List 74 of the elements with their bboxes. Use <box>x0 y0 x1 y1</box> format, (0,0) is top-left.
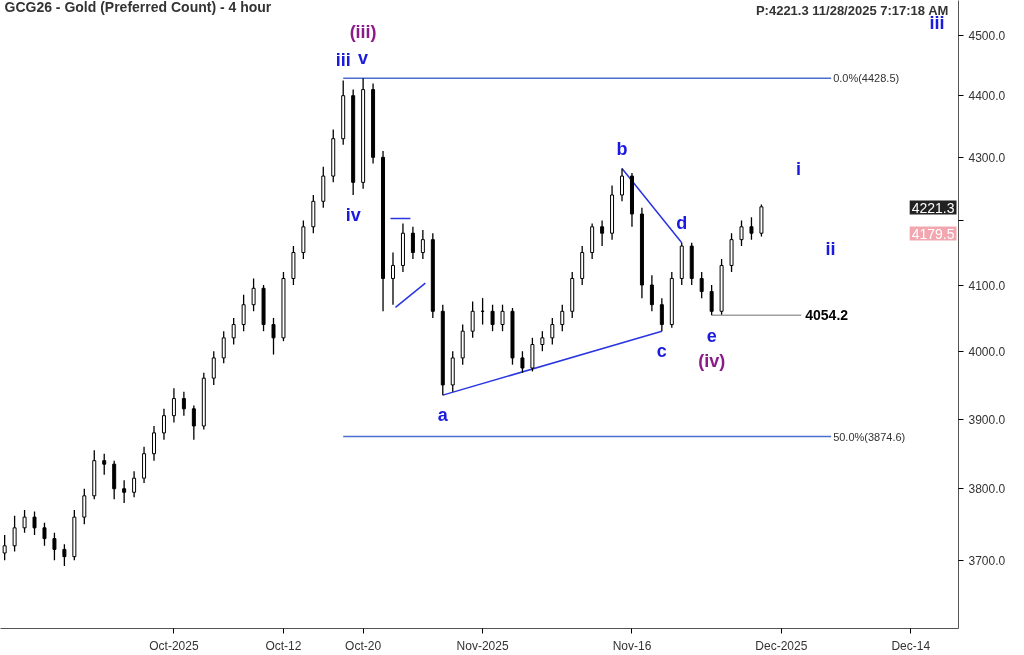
candlestick <box>271 317 276 356</box>
y-tick-label: 4100.0 <box>968 278 1006 293</box>
candlestick <box>490 304 495 332</box>
x-tick-label: Dec-2025 <box>755 638 808 653</box>
annotation: e <box>706 325 717 346</box>
candlestick <box>211 350 216 386</box>
annotation: 4179.5 <box>911 225 955 242</box>
candlestick <box>600 219 605 247</box>
candlestick <box>12 515 17 553</box>
candlestick <box>122 479 127 504</box>
candlestick <box>22 509 27 534</box>
annotation: iv <box>345 204 361 225</box>
candlestick <box>221 330 226 364</box>
candlestick <box>251 277 256 312</box>
candlestick <box>749 216 754 241</box>
candlestick <box>500 304 505 332</box>
x-tick-label: Nov-16 <box>612 638 652 653</box>
y-tick-label: 4300.0 <box>968 150 1006 165</box>
candlestick <box>42 522 47 547</box>
candlestick <box>191 404 196 441</box>
annotation: 4054.2 <box>805 307 849 324</box>
candlestick <box>410 226 415 260</box>
candlestick <box>102 453 107 476</box>
chart-title: GCG26 - Gold (Preferred Count) - 4 hour <box>4 0 272 15</box>
annotation: (iii) <box>349 22 377 43</box>
candlestick <box>540 330 545 352</box>
candlestick <box>62 543 67 567</box>
annotation: 4221.3 <box>911 199 955 216</box>
candlestick <box>171 387 176 424</box>
candlestick <box>530 337 535 373</box>
annotation: c <box>656 341 667 362</box>
candlestick <box>659 297 664 332</box>
candlestick <box>181 391 186 417</box>
candlestick <box>52 532 57 561</box>
candlestick <box>82 488 87 525</box>
x-tick-label: Oct-12 <box>265 638 302 653</box>
candlestick <box>152 425 157 462</box>
x-tick-label: Nov-2025 <box>456 638 509 653</box>
annotation: v <box>358 48 369 69</box>
candlestick <box>420 229 425 260</box>
candlestick <box>241 294 246 332</box>
y-tick-label: 4500.0 <box>968 28 1006 43</box>
candlestick <box>520 350 525 374</box>
annotation: d <box>676 212 688 233</box>
candlestick <box>550 317 555 346</box>
annotation: 50.0%(3874.6) <box>833 430 906 443</box>
candlestick <box>32 510 37 536</box>
y-tick-label: 3800.0 <box>968 482 1006 497</box>
y-tick-label: 3700.0 <box>968 553 1006 568</box>
candlestick <box>699 271 704 299</box>
x-tick-label: Oct-2025 <box>149 638 199 653</box>
candlestick <box>132 470 137 498</box>
annotation: iii <box>335 50 351 71</box>
annotation: a <box>437 405 449 426</box>
candlestick <box>470 300 475 339</box>
x-tick-label: Oct-20 <box>345 638 382 653</box>
annotation: b <box>616 138 628 159</box>
candlestick <box>739 219 744 247</box>
annotation: 0.0%(4428.5) <box>833 72 900 85</box>
annotation: i <box>796 158 802 179</box>
y-tick-label: 4400.0 <box>968 89 1006 104</box>
candlestick <box>709 284 714 316</box>
candlestick <box>231 317 236 346</box>
annotation: ii <box>825 238 836 259</box>
x-tick-label: Dec-14 <box>891 638 931 653</box>
candlestick <box>391 251 395 306</box>
y-tick-label: 4000.0 <box>968 344 1006 359</box>
candlestick <box>620 167 625 202</box>
candlestick <box>560 304 565 332</box>
annotation: (iv) <box>698 351 726 372</box>
candlestick <box>649 274 654 312</box>
y-tick-label: 3900.0 <box>968 412 1006 427</box>
candlestick <box>2 534 7 561</box>
candlestick <box>161 408 166 441</box>
